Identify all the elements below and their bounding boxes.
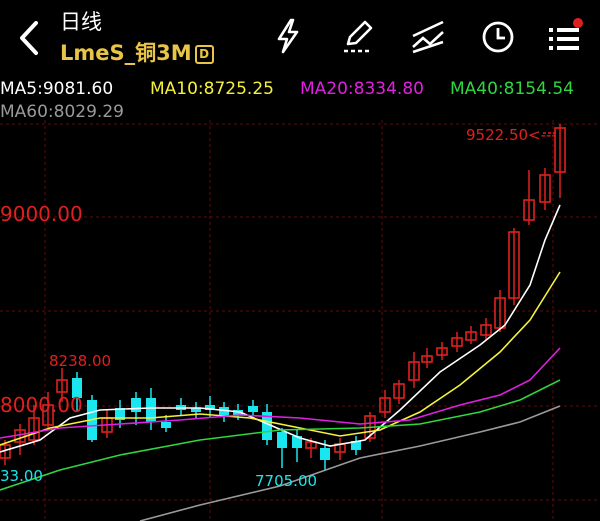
candles: [0, 124, 566, 470]
candle-body-down: [191, 408, 201, 412]
ma-lines: [0, 132, 561, 521]
chart-labels: 9000.00 8000.00 8238.00 7705.00 33.00 95…: [0, 126, 557, 490]
ma40-line: [0, 379, 561, 491]
price-label-9000: 9000.00: [0, 202, 83, 226]
candle-body-down: [146, 398, 156, 422]
symbol-badge: D: [194, 45, 214, 64]
candle-body-down: [320, 448, 330, 460]
candle-body-down: [292, 436, 302, 448]
candlestick-chart[interactable]: 9000.00 8000.00 8238.00 7705.00 33.00 95…: [0, 120, 600, 521]
candle-body-down: [161, 422, 171, 428]
candle-body-down: [262, 412, 272, 440]
symbol-title[interactable]: LmeS_铜3M D: [60, 37, 214, 67]
candle-body-up: [436, 347, 448, 356]
period-label: 日线: [60, 10, 102, 34]
low-price-label: 7705.00: [255, 472, 317, 490]
top-bar: 日线 LmeS_铜3M D: [0, 0, 600, 70]
candle-body-up: [379, 397, 391, 413]
candle-body-up: [508, 231, 520, 299]
symbol-name: LmeS_铜3M: [60, 41, 192, 65]
pencil-icon[interactable]: [338, 14, 378, 58]
high-price-label: 8238.00: [49, 352, 111, 370]
candle-body-up: [56, 379, 68, 393]
candle-body-up: [451, 337, 463, 347]
candle-body-up: [28, 417, 40, 441]
back-arrow-icon[interactable]: [12, 18, 46, 58]
candle-body-up: [480, 324, 492, 336]
ma10-line: [0, 271, 561, 446]
lightning-icon[interactable]: [268, 14, 308, 58]
candle-body-up: [42, 404, 54, 426]
price-label-8000: 8000.00: [0, 393, 83, 417]
menu-list-icon[interactable]: [545, 14, 585, 58]
candle-body-up: [539, 174, 551, 203]
candle-body-up: [523, 199, 535, 221]
clock-icon[interactable]: [478, 14, 518, 58]
ma40-value: MA40:8154.54: [450, 79, 574, 99]
candle-body-down: [351, 441, 361, 450]
candle-body-down: [72, 378, 82, 398]
ma5-line: [0, 204, 561, 453]
chart-grid: [0, 120, 600, 521]
ma20-value: MA20:8334.80: [300, 79, 424, 99]
candle-body-down: [248, 406, 258, 412]
candle-body-up: [305, 441, 317, 449]
ma60-value: MA60:8029.29: [0, 102, 124, 122]
candle-body-up: [0, 444, 11, 459]
candle-body-up: [465, 331, 477, 341]
candle-body-up: [554, 127, 566, 173]
candle-body-down: [219, 407, 229, 416]
ma10-value: MA10:8725.25: [150, 79, 274, 99]
candle-body-down: [131, 398, 141, 412]
last-high-label: 9522.50<---: [466, 126, 557, 144]
drawing-lines-icon[interactable]: [408, 14, 448, 58]
ma5-value: MA5:9081.60: [0, 79, 114, 99]
ma20-line: [0, 347, 561, 439]
left-low-label: 33.00: [0, 467, 43, 485]
candle-body-up: [408, 361, 420, 381]
candle-body-up: [421, 355, 433, 363]
candle-body-down: [115, 408, 125, 420]
candle-body-down: [277, 432, 287, 448]
candle-body-up: [393, 383, 405, 399]
candle-body-down: [205, 405, 215, 410]
ma60-line: [139, 405, 561, 521]
